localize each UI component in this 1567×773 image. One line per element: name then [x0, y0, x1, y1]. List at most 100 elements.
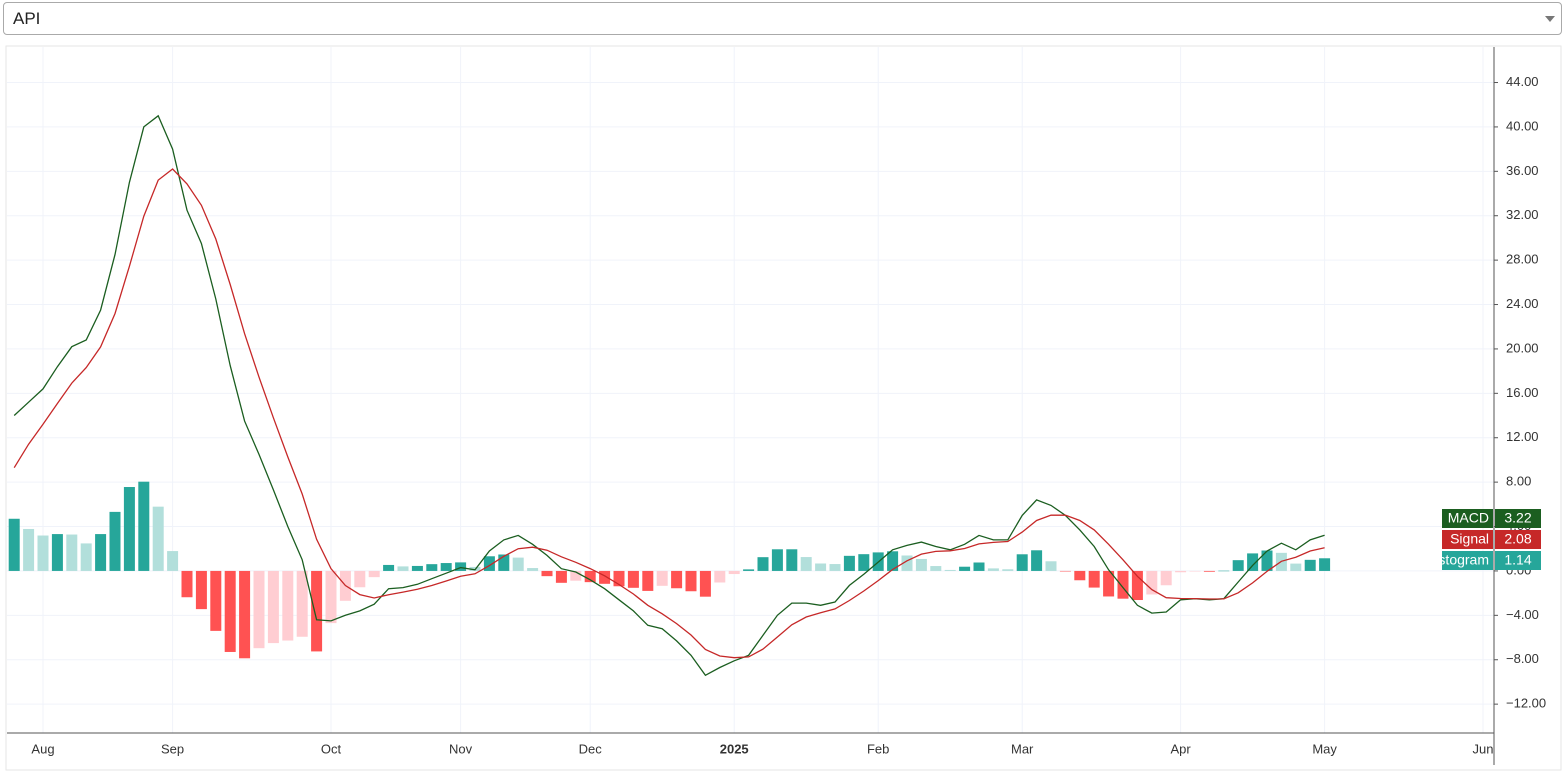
histogram-bar	[483, 556, 495, 571]
histogram-bar	[973, 562, 985, 571]
histogram-bar	[1304, 559, 1316, 571]
histogram-bar	[397, 566, 409, 571]
legend-name-box	[1442, 509, 1493, 528]
histogram-bar	[80, 543, 92, 571]
x-tick-label: Oct	[321, 741, 342, 756]
histogram-bar	[584, 570, 596, 583]
x-tick-label: Jun	[1473, 741, 1494, 756]
y-tick-label: −12.00	[1506, 696, 1546, 711]
histogram-bar	[1103, 570, 1115, 597]
histogram-bar	[771, 549, 783, 571]
legend-name: Signal	[1450, 531, 1489, 547]
histogram-bar	[66, 534, 78, 571]
histogram-bar	[498, 554, 510, 571]
y-tick-label: 16.00	[1506, 385, 1539, 400]
histogram-bar	[815, 563, 827, 571]
histogram-bar	[426, 564, 438, 571]
histogram-bar	[210, 570, 222, 631]
legend-value-box	[1495, 551, 1541, 570]
histogram-bar	[195, 570, 207, 610]
histogram-bar	[1189, 570, 1201, 572]
histogram-bar	[455, 562, 467, 571]
histogram-bar	[858, 554, 870, 571]
chart: 44.00 40.00 36.00 32.00 28.00 24.00 20.00 16.00…	[5, 45, 1562, 771]
legend-value: 1.14	[1504, 552, 1531, 568]
histogram-bar	[930, 566, 942, 571]
histogram-bar	[152, 506, 164, 571]
histogram-bar	[1261, 550, 1273, 571]
histogram-bar	[1016, 554, 1028, 571]
histogram-bar	[887, 551, 899, 571]
x-tick-label: Sep	[161, 741, 184, 756]
histogram-bar	[282, 570, 294, 641]
histogram-bar	[829, 564, 841, 571]
histogram-bar	[685, 570, 697, 592]
histogram-bar	[1232, 560, 1244, 571]
legend-name: MACD	[1448, 510, 1489, 526]
histogram-bar	[354, 570, 366, 588]
legend-name: Histogram	[1425, 552, 1489, 568]
histogram-bar	[1160, 570, 1172, 586]
y-tick-label: −4.00	[1506, 607, 1539, 622]
histogram-bar	[800, 557, 812, 571]
histogram-bar	[1031, 550, 1043, 571]
histogram-bar	[296, 570, 308, 637]
legend-value-box	[1495, 530, 1541, 549]
histogram-bar	[181, 570, 193, 598]
y-tick-label: 28.00	[1506, 252, 1539, 267]
x-tick-label: 2025	[720, 741, 749, 756]
histogram-bar	[1247, 553, 1259, 571]
histogram-bar	[642, 570, 654, 591]
histogram-bar	[1088, 570, 1100, 588]
x-tick-label: Dec	[579, 741, 603, 756]
histogram-bar	[138, 481, 150, 571]
histogram-bar	[1117, 570, 1129, 599]
y-tick-label: 36.00	[1506, 163, 1539, 178]
histogram-bar	[239, 570, 251, 659]
histogram-bar	[613, 570, 625, 587]
legend-name-box	[1442, 530, 1493, 549]
x-tick-label: Nov	[449, 741, 473, 756]
histogram-bar	[699, 570, 711, 597]
histogram-bar	[671, 570, 683, 589]
y-tick-label: −8.00	[1506, 651, 1539, 666]
histogram-bar	[786, 549, 798, 571]
histogram-bar	[527, 568, 539, 571]
histogram-bar	[267, 570, 279, 644]
x-tick-label: Mar	[1011, 741, 1034, 756]
y-tick-label: 32.00	[1506, 207, 1539, 222]
histogram-bar	[440, 563, 452, 571]
histogram-bar	[1319, 558, 1331, 571]
y-tick-label: 24.00	[1506, 296, 1539, 311]
legend-value: 3.22	[1504, 510, 1531, 526]
histogram-bar	[167, 551, 179, 571]
histogram-bar	[1074, 570, 1086, 581]
histogram-bar	[51, 534, 63, 571]
histogram-bar	[901, 555, 913, 571]
legend-name-box	[1442, 551, 1493, 570]
histogram-bar	[23, 528, 35, 571]
y-tick-label: 12.00	[1506, 429, 1539, 444]
histogram-bar	[1175, 570, 1187, 573]
histogram-bar	[1146, 570, 1158, 595]
histogram-bar	[1002, 569, 1014, 571]
legend-value-box	[1495, 509, 1541, 528]
y-tick-label: 40.00	[1506, 118, 1539, 133]
histogram-bar	[37, 535, 49, 571]
chart-frame	[5, 45, 1562, 771]
histogram-bar	[757, 557, 769, 571]
histogram-bar	[570, 570, 582, 581]
legend-value: 2.08	[1504, 531, 1531, 547]
histogram-bar	[1218, 570, 1230, 572]
symbol-select[interactable]: API	[3, 2, 1562, 35]
histogram-bar	[1045, 561, 1057, 571]
histogram-bar	[253, 570, 265, 649]
x-tick-label: Aug	[31, 741, 54, 756]
line-macd	[13, 114, 1325, 677]
histogram-bar	[656, 570, 668, 586]
histogram-bar	[8, 518, 20, 571]
histogram-bar	[368, 570, 380, 578]
x-tick-label: May	[1312, 741, 1337, 756]
histogram-bar	[411, 565, 423, 571]
histogram-bar	[843, 555, 855, 571]
